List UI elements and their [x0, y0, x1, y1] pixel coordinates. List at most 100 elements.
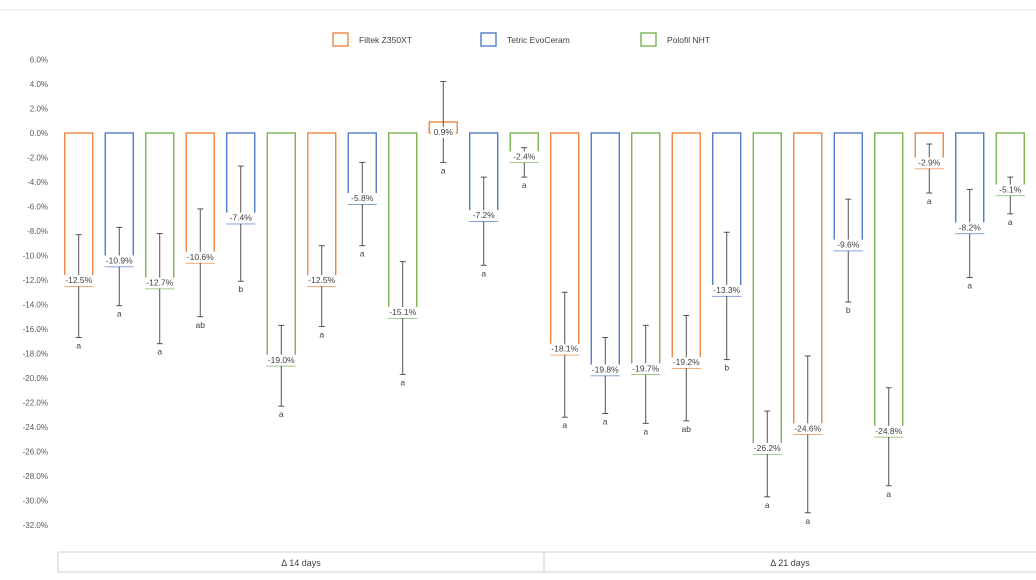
significance-letter: a: [400, 377, 405, 387]
category-label: Δ 14 days: [281, 558, 321, 568]
y-tick-label: -12.0%: [23, 276, 48, 285]
data-label: -2.9%: [918, 158, 941, 168]
data-label: -10.9%: [106, 256, 133, 266]
bar: [833, 132, 863, 252]
data-label-bg: [225, 212, 256, 224]
data-label: -24.8%: [875, 426, 902, 436]
data-label: -12.7%: [146, 278, 173, 288]
data-label-bg: [914, 157, 945, 169]
data-label-bg: [142, 277, 178, 289]
data-label-bg: [749, 442, 785, 454]
significance-letter: a: [157, 347, 162, 357]
significance-letter: a: [927, 196, 932, 206]
category-label: Δ 21 days: [770, 558, 810, 568]
y-tick-label: -20.0%: [23, 374, 48, 383]
x-axis: Δ 14 days Δ 21 days: [57, 551, 1036, 573]
y-tick-label: -14.0%: [23, 301, 48, 310]
data-label: -5.1%: [999, 184, 1022, 194]
data-label-bg: [509, 151, 540, 163]
data-label-bg: [587, 364, 623, 376]
data-label-bg: [304, 275, 340, 287]
significance-letter: a: [522, 180, 527, 190]
data-label: -19.7%: [632, 363, 659, 373]
y-tick-label: -4.0%: [27, 178, 48, 187]
y-tick-label: 6.0%: [30, 56, 48, 65]
legend-swatch: [480, 32, 497, 47]
legend-swatch: [332, 32, 349, 47]
data-label-bg: [954, 222, 985, 234]
data-label: -9.6%: [837, 240, 860, 250]
bar: [752, 132, 782, 455]
data-label: -15.1%: [389, 307, 416, 317]
legend-label: Filtek Z350XT: [359, 35, 412, 45]
data-label-bg: [468, 210, 499, 222]
significance-letter: a: [967, 281, 972, 291]
data-label: -19.8%: [592, 365, 619, 375]
data-label-bg: [833, 239, 864, 251]
y-tick-label: -30.0%: [23, 497, 48, 506]
significance-letter: a: [805, 516, 810, 526]
data-label-bg: [709, 284, 745, 296]
legend: Filtek Z350XT Tetric EvoCeram Polofil NHT: [332, 32, 710, 47]
significance-letter: b: [846, 305, 851, 315]
significance-letter: a: [765, 500, 770, 510]
data-label: -12.5%: [65, 275, 92, 285]
legend-label: Tetric EvoCeram: [507, 35, 570, 45]
y-tick-label: 4.0%: [30, 80, 48, 89]
data-label: -24.6%: [794, 423, 821, 433]
y-tick-label: -10.0%: [23, 252, 48, 261]
data-label-bg: [790, 423, 826, 435]
significance-letter: a: [481, 268, 486, 278]
significance-letter: ab: [682, 424, 692, 434]
significance-letter: a: [319, 330, 324, 340]
significance-letter: a: [886, 489, 891, 499]
bars: -12.5%a-10.9%a-12.7%a-10.6%ab-7.4%b-19.0…: [61, 81, 1026, 526]
data-label-bg: [871, 425, 907, 437]
significance-letter: a: [360, 249, 365, 259]
data-label-bg: [628, 363, 664, 375]
significance-letter: b: [724, 363, 729, 373]
data-label: -19.0%: [268, 355, 295, 365]
data-label: -10.6%: [187, 252, 214, 262]
data-label-bg: [547, 343, 583, 355]
y-tick-label: -8.0%: [27, 227, 48, 236]
y-tick-label: -28.0%: [23, 472, 48, 481]
data-label: -7.2%: [473, 210, 496, 220]
data-label-bg: [182, 251, 218, 263]
data-label: -13.3%: [713, 285, 740, 295]
data-label-bg: [430, 127, 456, 138]
data-label: -5.8%: [351, 193, 374, 203]
data-label-bg: [385, 306, 421, 318]
y-tick-label: -18.0%: [23, 350, 48, 359]
y-tick-label: -32.0%: [23, 521, 48, 530]
significance-letter: ab: [196, 320, 206, 330]
data-label: -7.4%: [230, 213, 253, 223]
legend-swatch: [640, 32, 657, 47]
data-label-bg: [668, 357, 704, 369]
significance-letter: a: [603, 417, 608, 427]
significance-letter: a: [279, 409, 284, 419]
data-label: -19.2%: [673, 357, 700, 367]
data-label: 0.9%: [434, 127, 454, 137]
data-label-bg: [347, 193, 378, 205]
data-label-bg: [995, 184, 1026, 196]
y-tick-label: -24.0%: [23, 423, 48, 432]
data-label: -2.4%: [513, 151, 536, 161]
data-label-bg: [263, 354, 299, 366]
y-tick-label: -22.0%: [23, 399, 48, 408]
significance-letter: a: [643, 426, 648, 436]
data-label: -18.1%: [551, 344, 578, 354]
data-label-bg: [101, 255, 137, 267]
bar: [307, 132, 337, 287]
y-axis: 6.0% 4.0% 2.0% 0.0% -2.0% -4.0% -6.0% -8.0% -10.…: [23, 56, 48, 531]
legend-label: Polofil NHT: [667, 35, 710, 45]
significance-letter: a: [117, 309, 122, 319]
y-tick-label: -2.0%: [27, 154, 48, 163]
significance-letter: a: [1008, 217, 1013, 227]
significance-letter: a: [441, 165, 446, 175]
data-label: -8.2%: [959, 222, 982, 232]
significance-letter: a: [76, 341, 81, 351]
data-label: -12.5%: [308, 275, 335, 285]
significance-letter: a: [562, 420, 567, 430]
